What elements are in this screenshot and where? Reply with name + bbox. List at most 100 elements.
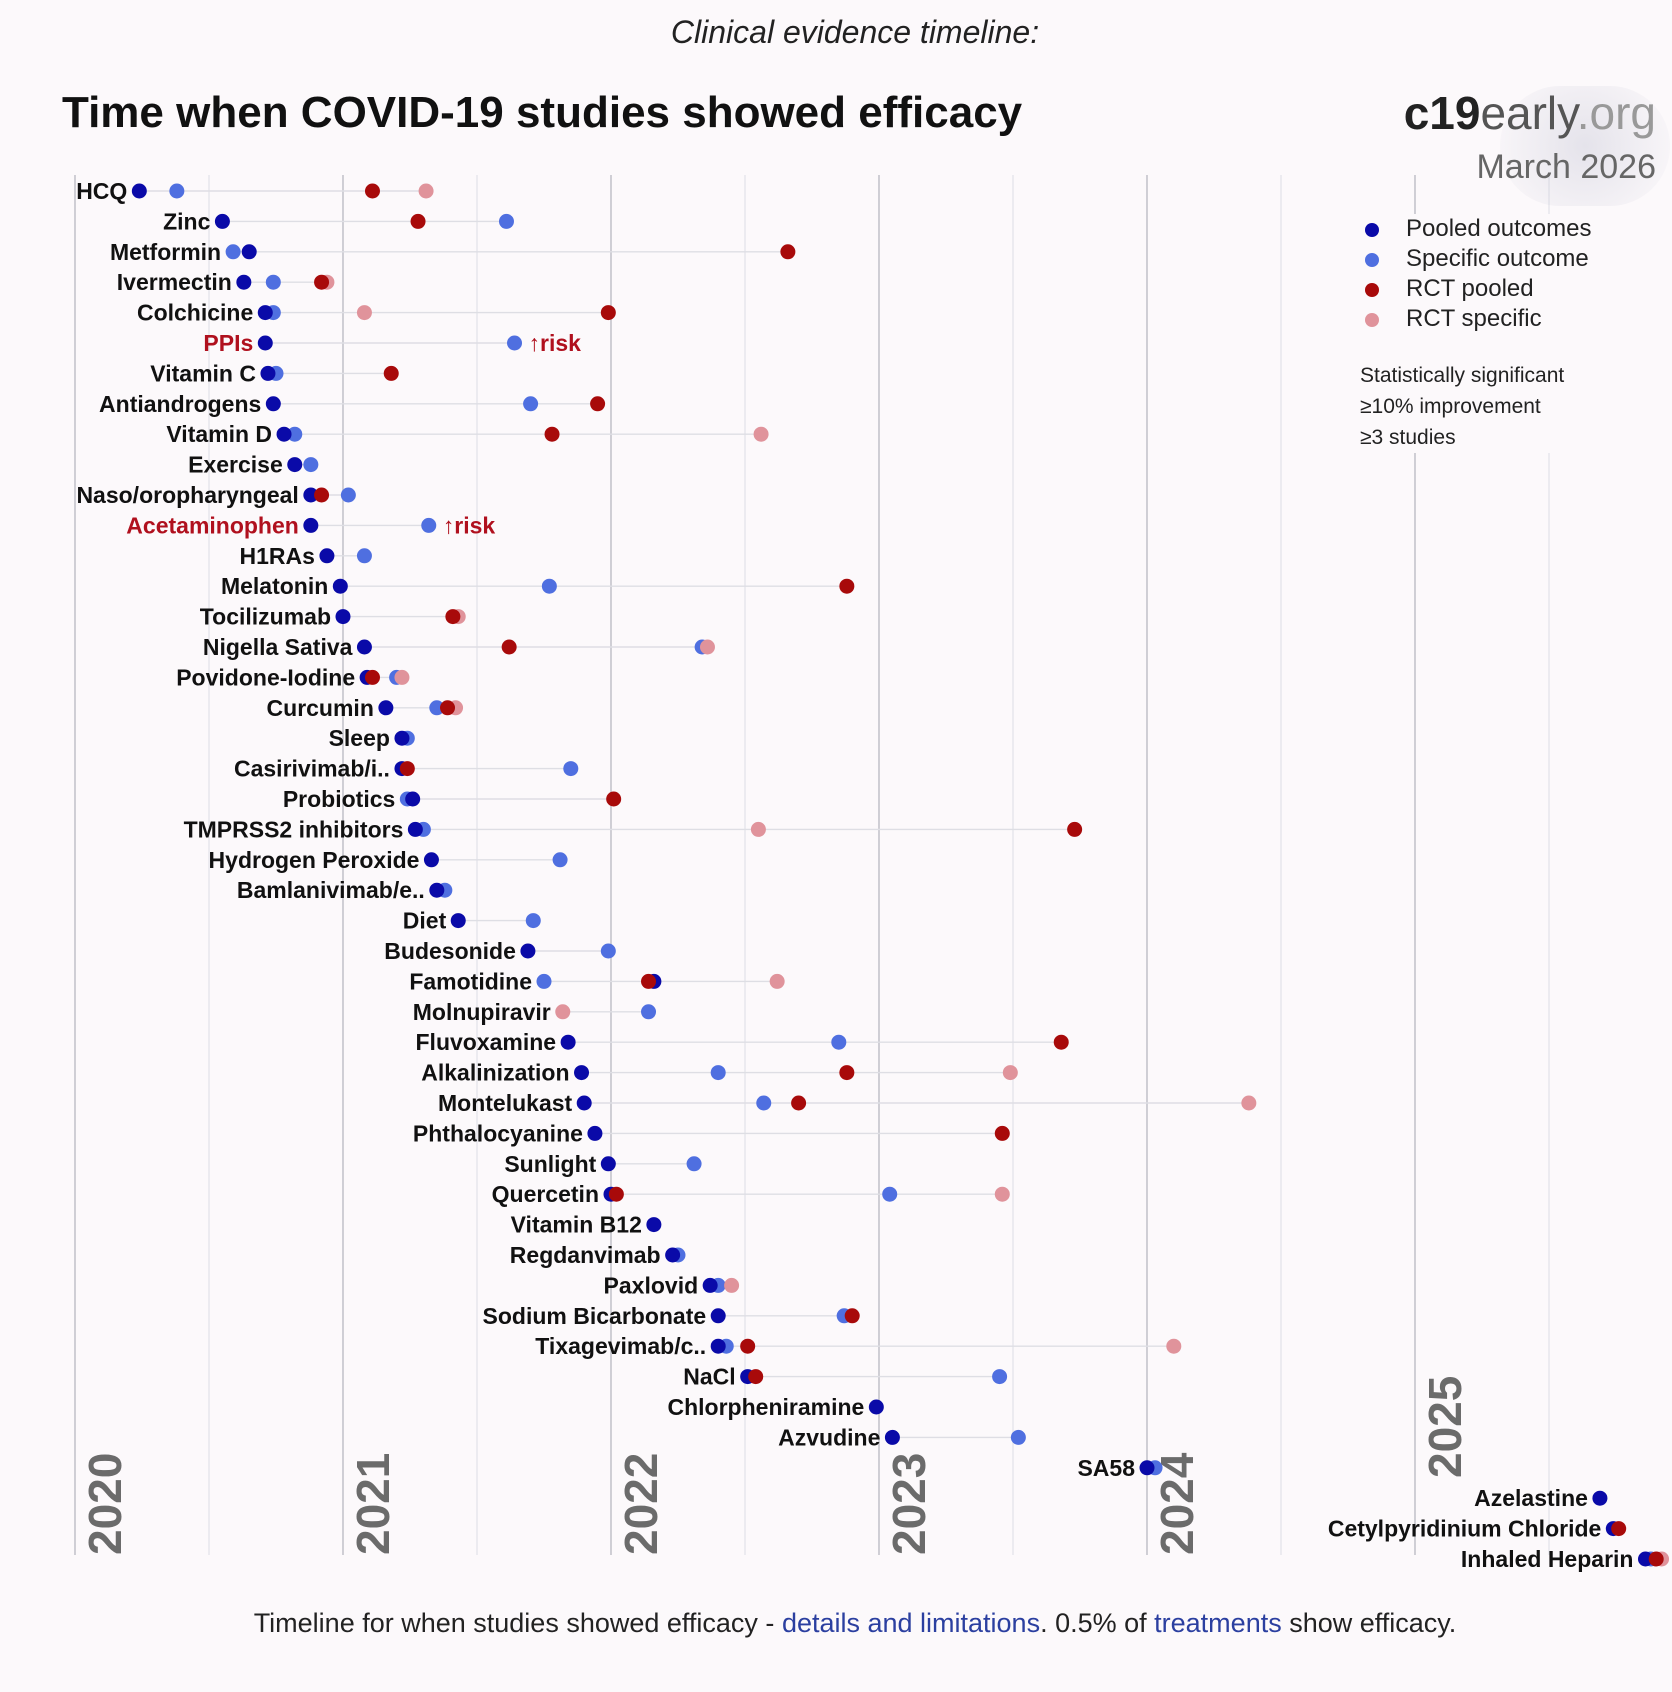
chart-title: Time when COVID-19 studies showed effica… [62, 88, 1023, 137]
dot-rct-specific [753, 426, 769, 442]
treatment-label: PPIs [203, 330, 253, 356]
treatment-label: Montelukast [438, 1090, 573, 1116]
treatment-label: Molnupiravir [413, 999, 551, 1025]
treatments-link[interactable]: treatments [1154, 1608, 1282, 1638]
dot-rct-pooled [1067, 821, 1083, 837]
treatment-label: TMPRSS2 inhibitors [184, 816, 404, 842]
treatment-label: Fluvoxamine [416, 1029, 557, 1055]
treatment-label: Azvudine [778, 1424, 880, 1450]
dot-pooled [236, 274, 252, 290]
treatment-label: HCQ [76, 178, 127, 204]
year-label: 2022 [615, 1453, 667, 1555]
dot-specific [552, 852, 568, 868]
dot-rct-specific [724, 1277, 740, 1293]
dot-rct-pooled [994, 1125, 1010, 1141]
dot-pooled [257, 305, 273, 321]
dot-specific [225, 244, 241, 260]
dot-rct-pooled [399, 761, 415, 777]
dot-rct-pooled [740, 1338, 756, 1354]
dot-rct-specific [1166, 1338, 1182, 1354]
legend-label: RCT pooled [1406, 275, 1534, 302]
dot-pooled [260, 365, 276, 381]
dot-rct-pooled [544, 426, 560, 442]
treatment-label: H1RAs [239, 543, 314, 569]
dot-pooled [303, 517, 319, 533]
treatment-label: Sunlight [504, 1151, 596, 1177]
treatment-label: Melatonin [221, 573, 328, 599]
treatment-label: Metformin [110, 239, 221, 265]
report-date: March 2026 [1476, 148, 1656, 186]
treatment-label: Nigella Sativa [203, 634, 353, 660]
details-link[interactable]: details and limitations [781, 1608, 1041, 1638]
treatment-label: Chlorpheniramine [668, 1394, 865, 1420]
dot-specific [831, 1034, 847, 1050]
legend-label: Specific outcome [1406, 245, 1589, 272]
dot-specific [641, 1004, 657, 1020]
dot-pooled [702, 1277, 718, 1293]
legend-label: Pooled outcomes [1406, 215, 1592, 242]
dot-pooled [1139, 1460, 1155, 1476]
treatment-label: Diet [403, 908, 447, 934]
dot-rct-pooled [410, 213, 426, 229]
dot-specific [525, 913, 541, 929]
dot-pooled [574, 1065, 590, 1081]
logo-part-early: early [1480, 87, 1577, 139]
dot-rct-specific [769, 973, 785, 989]
dot-pooled [450, 913, 466, 929]
dot-pooled [429, 882, 445, 898]
dot-pooled [1637, 1551, 1653, 1567]
treatment-label: Alkalinization [421, 1060, 569, 1086]
treatment-label: Regdanvimab [510, 1242, 661, 1268]
dot-rct-specific [750, 821, 766, 837]
dot-pooled [587, 1125, 603, 1141]
dot-specific [992, 1369, 1008, 1385]
dot-pooled [520, 943, 536, 959]
virus-logo-icon [1500, 86, 1670, 206]
site-logo[interactable]: c19early.org [1404, 86, 1656, 140]
dot-rct-specific [699, 639, 715, 655]
dot-pooled [868, 1399, 884, 1415]
dot-pooled [576, 1095, 592, 1111]
dot-pooled [646, 1217, 662, 1233]
treatment-label: Phthalocyanine [413, 1120, 583, 1146]
footer-text: Timeline for when studies showed efficac… [253, 1608, 782, 1638]
treatment-label: Exercise [188, 452, 283, 478]
legend-dot-rct-pooled [1365, 283, 1379, 297]
treatment-label: Sodium Bicarbonate [483, 1303, 707, 1329]
dot-rct-pooled [839, 1065, 855, 1081]
dot-rct-pooled [314, 487, 330, 503]
dot-rct-pooled [440, 700, 456, 716]
dot-specific [356, 548, 372, 564]
dot-specific [421, 517, 437, 533]
dot-specific [265, 274, 281, 290]
treatment-label: Vitamin B12 [511, 1212, 642, 1238]
treatment-label: Cetylpyridinium Chloride [1328, 1516, 1601, 1542]
dot-rct-pooled [364, 669, 380, 685]
dot-specific [498, 213, 514, 229]
dot-pooled [884, 1429, 900, 1445]
dot-rct-specific [555, 1004, 571, 1020]
year-label: 2020 [79, 1453, 131, 1555]
dot-rct-specific [994, 1186, 1010, 1202]
year-label: 2025 [1419, 1376, 1471, 1478]
dot-pooled [131, 183, 147, 199]
dot-rct-specific [1241, 1095, 1257, 1111]
treatment-label: Vitamin C [150, 360, 256, 386]
legend-dot-specific [1365, 253, 1379, 267]
treatment-label: Tocilizumab [200, 604, 331, 630]
treatment-label: Paxlovid [604, 1272, 699, 1298]
dot-pooled [378, 700, 394, 716]
dot-rct-specific [418, 183, 434, 199]
dot-specific [756, 1095, 772, 1111]
treatment-label: Probiotics [283, 786, 395, 812]
dot-pooled [265, 396, 281, 412]
dot-rct-pooled [590, 396, 606, 412]
risk-label: ↑risk [443, 512, 496, 538]
dot-pooled [665, 1247, 681, 1263]
dot-pooled [560, 1034, 576, 1050]
treatment-label: Tixagevimab/c.. [535, 1333, 706, 1359]
treatment-label: Bamlanivimab/e.. [237, 877, 425, 903]
footer-text: show efficacy. [1281, 1608, 1457, 1638]
dot-pooled [335, 609, 351, 625]
